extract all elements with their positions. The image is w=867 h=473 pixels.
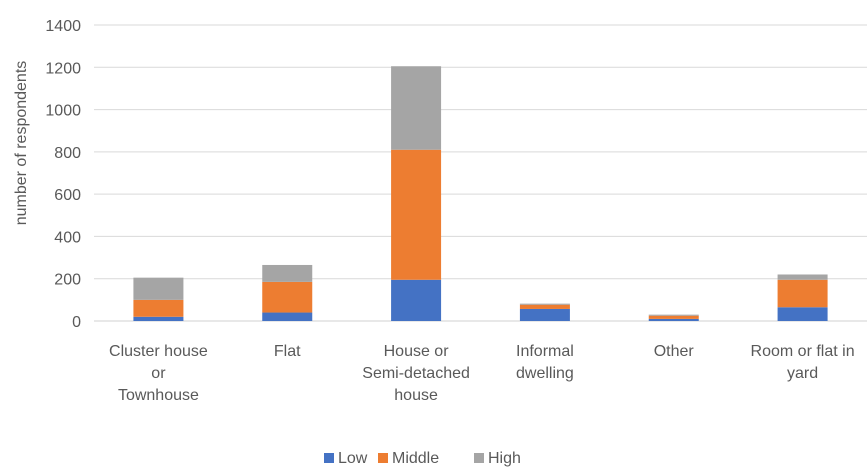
bar-segment-low xyxy=(133,316,184,321)
bar-segment-low xyxy=(391,279,442,321)
x-axis-ticks: Cluster house or Townhouse Flat House or Semi… xyxy=(109,343,855,404)
legend-label-middle: Middle xyxy=(392,450,439,467)
y-tick-label: 400 xyxy=(54,229,81,246)
gridlines xyxy=(94,24,867,322)
x-tick-label: house xyxy=(394,387,438,404)
y-axis-label: number of respondents xyxy=(13,61,30,226)
y-tick-label: 200 xyxy=(54,272,81,289)
y-tick-label: 0 xyxy=(72,314,81,331)
bar-segment-middle xyxy=(262,281,313,313)
bar-segment-low xyxy=(519,308,570,321)
bar-segment-middle xyxy=(648,315,699,319)
x-tick-label: Semi-detached xyxy=(362,365,470,382)
x-tick-label: dwelling xyxy=(516,365,574,382)
bar-segment-middle xyxy=(133,299,184,317)
bar-segment-low xyxy=(777,307,828,321)
bar-segment-high xyxy=(133,277,184,300)
x-tick-label: Cluster house xyxy=(109,343,208,360)
bar-segment-high xyxy=(777,274,828,280)
bar-segment-high xyxy=(262,264,313,282)
x-tick-label: Other xyxy=(654,343,695,360)
bar-segment-low xyxy=(648,318,699,321)
x-tick-label: Townhouse xyxy=(118,387,199,404)
legend-label-low: Low xyxy=(338,450,368,467)
legend-label-high: High xyxy=(488,450,521,467)
legend: Low Middle High xyxy=(324,450,521,467)
bar-segment-high xyxy=(391,66,442,150)
bar-segment-low xyxy=(262,312,313,321)
bar-segment-high xyxy=(648,314,699,316)
bar-segment-middle xyxy=(391,149,442,280)
bar-segment-middle xyxy=(519,304,570,309)
y-tick-label: 1200 xyxy=(45,60,81,77)
x-tick-label: or xyxy=(151,365,166,382)
y-tick-label: 1000 xyxy=(45,103,81,120)
y-tick-label: 800 xyxy=(54,145,81,162)
legend-swatch-high xyxy=(474,453,484,463)
bars xyxy=(133,66,828,321)
legend-swatch-low xyxy=(324,453,334,463)
x-tick-label: Room or flat in xyxy=(751,343,855,360)
bar-segment-middle xyxy=(777,279,828,308)
x-tick-label: yard xyxy=(787,365,818,382)
y-tick-label: 600 xyxy=(54,187,81,204)
y-axis-ticks: 0 200 400 600 800 1000 1200 1400 xyxy=(45,18,81,331)
x-tick-label: Informal xyxy=(516,343,574,360)
x-tick-label: Flat xyxy=(274,343,301,360)
x-tick-label: House or xyxy=(384,343,450,360)
legend-swatch-middle xyxy=(378,453,388,463)
bar-segment-high xyxy=(519,303,570,305)
y-tick-label: 1400 xyxy=(45,18,81,35)
